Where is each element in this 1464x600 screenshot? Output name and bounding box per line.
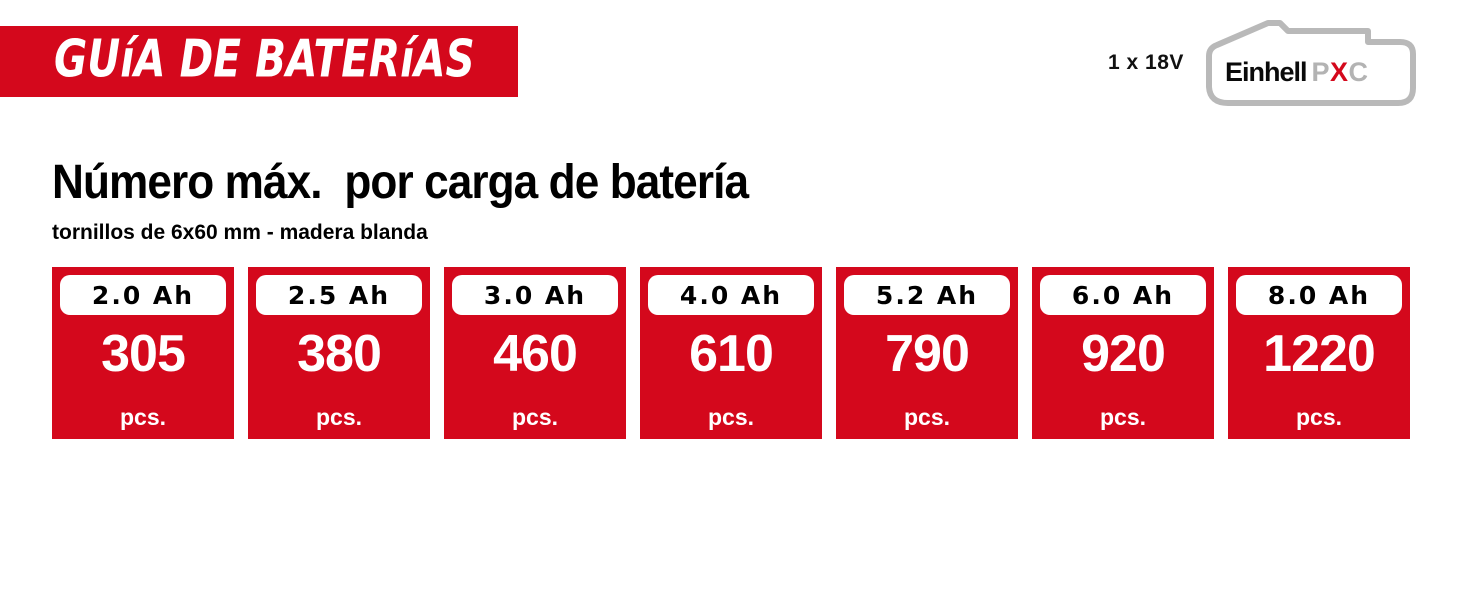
logo-brand-text: Einhell	[1225, 57, 1308, 87]
logo-pxc-c: C	[1348, 57, 1369, 87]
count-value: 610	[689, 325, 774, 383]
battery-config-label: 1 x 18V	[1108, 51, 1184, 74]
count-unit: pcs.	[707, 404, 755, 430]
battery-card-2-0ah: 2.0 Ah 305 pcs.	[52, 267, 234, 439]
logo-pxc-text: PXC	[1312, 57, 1369, 87]
section-title: Número máx. por carga de batería	[52, 156, 749, 209]
capacity-badge: 3.0 Ah	[452, 275, 618, 315]
battery-card-3-0ah: 3.0 Ah 460 pcs.	[444, 267, 626, 439]
count-unit: pcs.	[119, 404, 167, 430]
count-value: 305	[101, 325, 186, 383]
count-value: 1220	[1263, 325, 1376, 383]
count-value: 460	[493, 325, 578, 383]
battery-card-8-0ah: 8.0 Ah 1220 pcs.	[1228, 267, 1410, 439]
count-value: 380	[297, 325, 382, 383]
count-value: 790	[885, 325, 970, 383]
capacity-badge: 5.2 Ah	[844, 275, 1010, 315]
capacity-badge: 2.0 Ah	[60, 275, 226, 315]
battery-card-4-0ah: 4.0 Ah 610 pcs.	[640, 267, 822, 439]
count-unit: pcs.	[903, 404, 951, 430]
battery-card-5-2ah: 5.2 Ah 790 pcs.	[836, 267, 1018, 439]
count-unit: pcs.	[511, 404, 559, 430]
section-subtitle: tornillos de 6x60 mm - madera blanda	[52, 221, 428, 244]
capacity-badge: 4.0 Ah	[648, 275, 814, 315]
capacity-badge: 2.5 Ah	[256, 275, 422, 315]
count-unit: pcs.	[1099, 404, 1147, 430]
count-value: 920	[1081, 325, 1166, 383]
logo-wordmark: Einhell PXC	[1225, 59, 1369, 86]
einhell-pxc-logo: Einhell PXC	[1200, 16, 1418, 108]
battery-cards-row: 2.0 Ah 305 pcs. 2.5 Ah 380 pcs. 3.0 Ah 4…	[52, 267, 1410, 439]
count-unit: pcs.	[1295, 404, 1343, 430]
battery-card-6-0ah: 6.0 Ah 920 pcs.	[1032, 267, 1214, 439]
guide-banner: GUíA DE BATERíAS	[0, 26, 518, 97]
capacity-badge: 8.0 Ah	[1236, 275, 1402, 315]
battery-outline-icon	[1206, 20, 1416, 106]
battery-card-2-5ah: 2.5 Ah 380 pcs.	[248, 267, 430, 439]
logo-pxc-x: X	[1330, 57, 1349, 87]
count-unit: pcs.	[315, 404, 363, 430]
logo-pxc-p: P	[1311, 57, 1331, 87]
guide-banner-title: GUíA DE BATERíAS	[54, 29, 475, 90]
capacity-badge: 6.0 Ah	[1040, 275, 1206, 315]
